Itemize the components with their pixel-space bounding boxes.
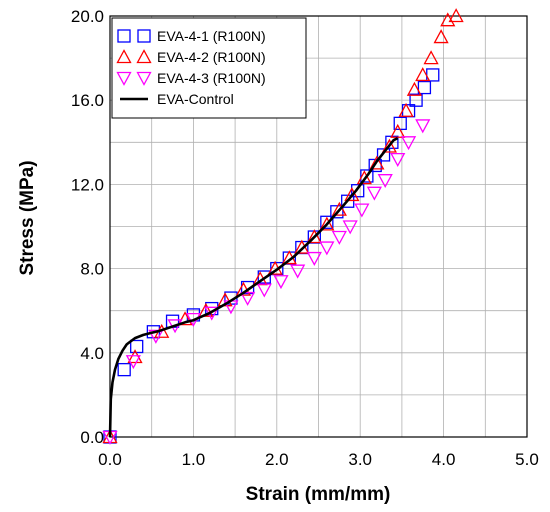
series-layer [102,8,464,445]
y-tick-label: 16.0 [71,91,104,110]
legend-item: EVA-Control [120,91,234,107]
data-point [331,230,347,245]
legend-marker [116,49,132,64]
data-point [406,81,423,96]
x-tick-label: 5.0 [515,450,539,469]
data-point [290,264,306,279]
legend-marker [137,29,151,43]
data-point [417,80,432,95]
data-point [390,152,406,168]
data-point [294,239,310,254]
y-tick-label: 20.0 [71,7,104,26]
data-point [117,362,131,377]
data-point [409,93,423,107]
legend-marker [117,29,131,43]
legend-label: EVA-4-1 (R100N) [157,28,266,44]
data-point [360,169,374,183]
data-point [320,215,334,229]
series-4 [108,136,399,438]
y-tick-label: 12.0 [71,175,104,194]
legend-marker [136,71,152,86]
data-point [127,349,143,364]
data-point [415,67,431,82]
legend-item: EVA-4-3 (R100N) [116,70,266,86]
data-point [423,50,439,65]
data-point [366,186,382,201]
y-tick-label: 4.0 [80,344,104,363]
x-tick-label: 0.0 [98,450,122,469]
data-point [356,170,372,185]
series-line [108,136,399,438]
data-point [415,119,431,134]
legend-box [111,17,307,119]
data-point [342,220,358,235]
series-1 [103,68,440,444]
legend-marker [116,71,132,86]
data-point [319,241,335,256]
legend-item: EVA-4-1 (R100N) [117,28,266,44]
data-point [398,102,414,117]
x-tick-label: 2.0 [265,450,289,469]
data-point [433,29,449,44]
legend-item: EVA-4-2 (R100N) [116,49,266,65]
x-tick-label: 4.0 [432,450,456,469]
data-point [273,275,289,290]
data-point [344,187,360,202]
x-axis-title: Strain (mm/mm) [246,484,391,505]
legend-label: EVA-Control [157,91,234,107]
data-point [256,283,272,298]
y-axis-title: Stress (MPa) [17,160,38,275]
data-point [376,148,391,162]
data-point [330,205,344,219]
data-point [306,229,322,244]
data-point [331,201,347,216]
series-3 [102,119,431,445]
axis-ticks: 0.0 1.0 2.0 3.0 4.0 5.0 0.0 4.0 8.0 12.0 16.0 20.0 [71,7,539,469]
data-point [448,8,464,23]
y-tick-label: 0.0 [80,428,104,447]
data-point [400,136,417,151]
legend-label: EVA-4-2 (R100N) [157,49,266,65]
data-point [369,155,385,170]
data-point [240,291,256,306]
y-tick-label: 8.0 [80,260,104,279]
grid-lines [110,16,527,437]
data-point [306,251,322,266]
data-point [354,203,370,218]
data-point [130,339,144,354]
x-tick-label: 3.0 [348,450,372,469]
data-point [319,216,335,231]
data-point [351,184,365,198]
data-point [377,174,393,189]
legend-label: EVA-4-3 (R100N) [157,70,266,86]
legend: EVA-4-1 (R100N) EVA-4-2 (R100N) EVA-4-3 (R… [111,17,307,119]
legend-marker [136,49,152,64]
data-point [198,302,214,317]
plot-frame [109,15,528,438]
data-point [390,123,406,138]
data-point [177,311,193,326]
data-point [125,355,141,370]
x-tick-label: 1.0 [182,450,206,469]
data-point [381,138,397,153]
